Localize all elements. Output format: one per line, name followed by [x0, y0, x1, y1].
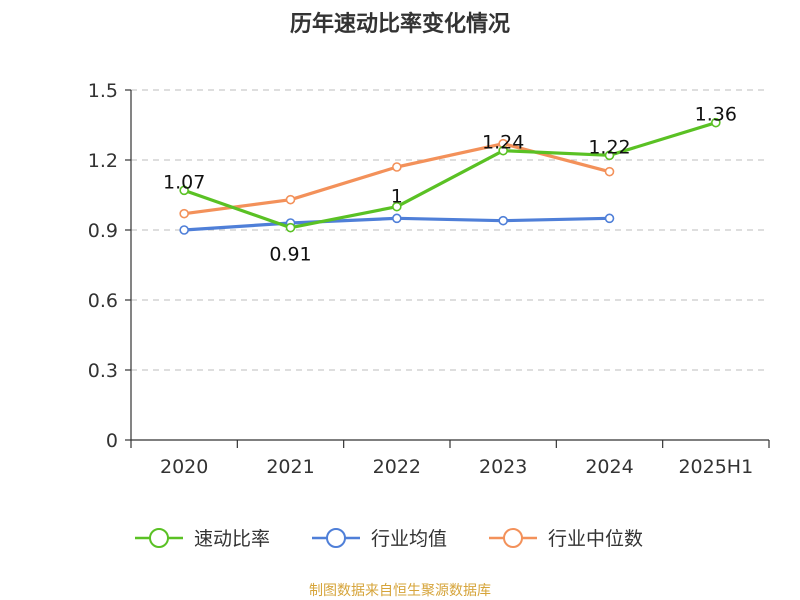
- series-line: [183, 121, 717, 230]
- legend-label: 速动比率: [194, 528, 270, 550]
- data-point: [498, 215, 508, 226]
- data-point: [604, 166, 615, 177]
- data-label: 1.07: [163, 171, 205, 193]
- legend[interactable]: 速动比率 行业均值 行业中位数: [135, 528, 643, 550]
- data-label: 1: [391, 186, 403, 208]
- data-point: [179, 208, 189, 219]
- legend-item[interactable]: 速动比率: [135, 528, 270, 550]
- legend-swatch-marker: [149, 528, 169, 548]
- data-point: [604, 150, 615, 161]
- legend-swatch-marker: [503, 528, 523, 548]
- legend-item[interactable]: 行业中位数: [489, 528, 643, 550]
- x-tick-label: 2020: [160, 456, 208, 478]
- data-point: [604, 213, 615, 224]
- x-tick-label: 2021: [266, 456, 314, 478]
- data-point: [392, 201, 402, 212]
- x-tick-label: 2022: [373, 456, 421, 478]
- data-point: [179, 225, 189, 235]
- y-tick-label: 0.9: [88, 220, 118, 242]
- chart-title: 历年速动比率变化情况: [290, 11, 510, 37]
- data-labels: 1.07 0.91 1 1.24 1.22 1.36: [163, 104, 737, 266]
- y-tick-label: 0.3: [88, 360, 118, 382]
- data-point: [392, 213, 402, 224]
- data-label: 0.91: [269, 244, 311, 266]
- data-label: 1.36: [695, 104, 737, 126]
- grid-lines: [131, 89, 769, 371]
- x-tick-label: 2025H1: [678, 456, 753, 478]
- x-tick-label: 2024: [585, 456, 633, 478]
- data-point: [711, 117, 721, 128]
- data-point: [392, 162, 402, 172]
- data-label: 1.24: [482, 132, 524, 154]
- legend-swatch-marker: [326, 528, 346, 548]
- data-label: 1.22: [588, 136, 630, 158]
- series-lines: [179, 117, 721, 235]
- y-tick-label: 0.6: [88, 290, 118, 312]
- axes: 0 0.3 0.6 0.9 1.2 1.5 2020 2021 2022 2023 2024 2025…: [88, 80, 770, 478]
- y-tick-label: 1.2: [88, 150, 118, 172]
- legend-item[interactable]: 行业均值: [312, 528, 447, 550]
- series-quick-ratio: [179, 117, 721, 233]
- legend-label: 行业均值: [371, 528, 447, 550]
- y-tick-label: 1.5: [88, 80, 118, 102]
- data-point: [285, 222, 296, 233]
- series-industry-mean: [179, 213, 615, 235]
- legend-label: 行业中位数: [548, 528, 643, 550]
- y-tick-label: 0: [106, 430, 118, 452]
- x-tick-label: 2023: [479, 456, 527, 478]
- data-point: [498, 145, 508, 156]
- source-note: 制图数据来自恒生聚源数据库: [309, 583, 491, 599]
- data-point: [285, 194, 296, 205]
- data-point: [179, 185, 189, 196]
